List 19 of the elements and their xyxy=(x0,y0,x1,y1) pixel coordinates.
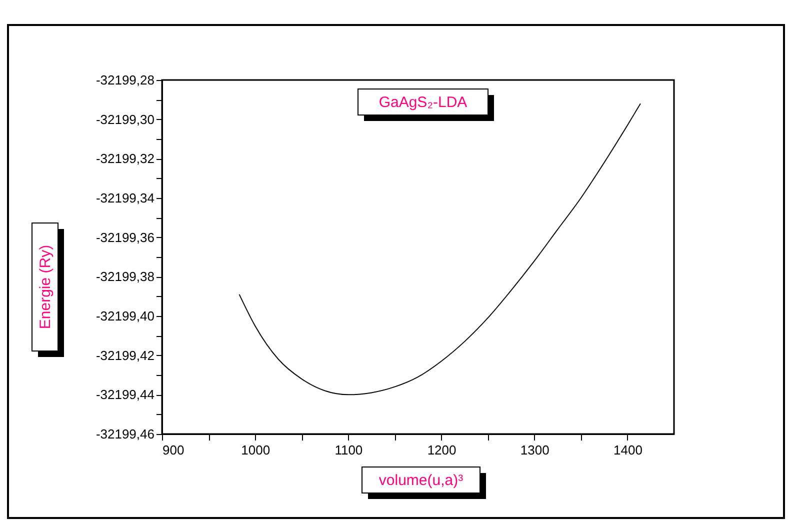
y-tick-label: -32199,32 xyxy=(96,151,154,166)
x-tick-label: 1400 xyxy=(613,442,642,458)
y-tick-label: -32199,40 xyxy=(96,308,154,324)
x-tick-label: 1300 xyxy=(520,442,550,458)
x-axis-title: volume(u,a)³ xyxy=(378,472,464,489)
text: GaAgS₂-LDA xyxy=(378,94,468,111)
x-tick-label: 1200 xyxy=(427,442,456,458)
x-tick-label: 900 xyxy=(162,442,184,458)
y-tick-label: -32199,30 xyxy=(96,112,154,127)
y-tick-label: -32199,28 xyxy=(96,72,154,88)
x-tick-label: 1100 xyxy=(334,442,363,458)
y-tick-label: -32199,44 xyxy=(96,387,154,402)
y-axis-title: Energie (Ry) xyxy=(37,244,54,330)
x-tick-label: 1000 xyxy=(241,442,270,458)
y-tick-label: -32199,36 xyxy=(96,230,154,245)
y-tick-label: -32199,34 xyxy=(96,190,154,206)
y-tick-label: -32199,42 xyxy=(96,348,154,363)
y-tick-label: -32199,38 xyxy=(96,269,154,284)
y-tick-label: -32199,46 xyxy=(96,426,154,442)
